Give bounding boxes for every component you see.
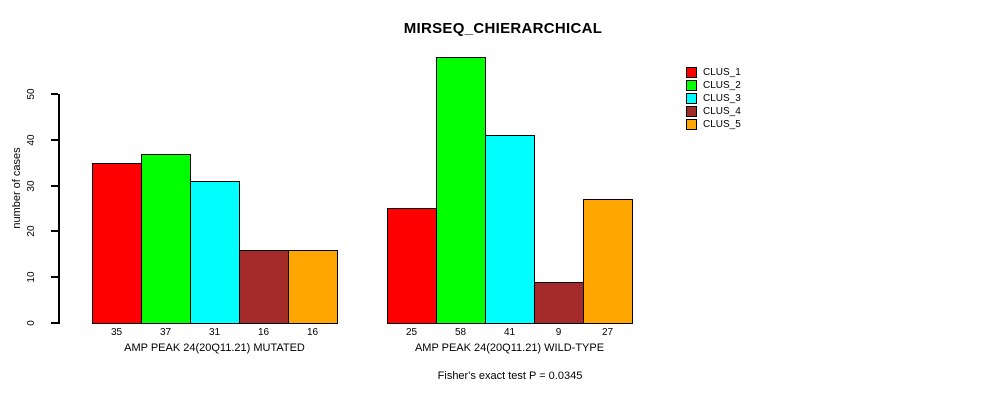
legend-color-swatch	[686, 67, 697, 78]
legend-item-clus_2: CLUS_2	[686, 79, 741, 92]
y-axis-label: number of cases	[11, 147, 23, 229]
bar-value-label: 16	[306, 327, 319, 338]
y-tick-label: 0	[26, 320, 37, 326]
bar-value-label: 31	[208, 327, 221, 338]
y-tick-mark	[51, 138, 58, 141]
legend-item-clus_1: CLUS_1	[686, 66, 741, 79]
bar-clus_5-group2	[583, 199, 633, 324]
bar-clus_1-group2	[387, 208, 437, 324]
legend-item-label: CLUS_4	[703, 106, 741, 117]
legend-item-label: CLUS_3	[703, 93, 741, 104]
bar-clus_2-group1	[141, 154, 191, 324]
bar-clus_5-group1	[288, 250, 338, 324]
legend-color-swatch	[686, 119, 697, 130]
bar-clus_4-group2	[534, 282, 584, 324]
bar-value-label: 37	[159, 327, 172, 338]
bar-value-label: 27	[601, 327, 614, 338]
bar-clus_3-group2	[485, 135, 535, 324]
legend-item-label: CLUS_5	[703, 119, 741, 130]
bar-clus_2-group2	[436, 57, 486, 324]
chart-title: MIRSEQ_CHIERARCHICAL	[403, 20, 603, 37]
legend-color-swatch	[686, 80, 697, 91]
bar-value-label: 16	[257, 327, 270, 338]
x-group-label: AMP PEAK 24(20Q11.21) WILD-TYPE	[414, 342, 605, 354]
legend-color-swatch	[686, 93, 697, 104]
legend-color-swatch	[686, 106, 697, 117]
y-tick-mark	[51, 184, 58, 187]
y-tick-label: 50	[26, 88, 37, 100]
bar-clus_3-group1	[190, 181, 240, 324]
y-tick-mark	[51, 322, 58, 324]
y-tick-mark	[51, 230, 58, 233]
legend-item-clus_3: CLUS_3	[686, 92, 741, 105]
bar-value-label: 58	[454, 327, 467, 338]
legend-item-clus_4: CLUS_4	[686, 105, 741, 118]
y-axis-line	[58, 94, 60, 324]
x-group-label: AMP PEAK 24(20Q11.21) MUTATED	[124, 342, 305, 354]
legend-item-clus_5: CLUS_5	[686, 118, 741, 131]
bar-value-label: 41	[503, 327, 516, 338]
y-tick-label: 40	[26, 134, 37, 146]
bar-clus_1-group1	[92, 163, 142, 324]
bar-value-label: 9	[555, 327, 562, 338]
y-tick-label: 20	[26, 225, 37, 237]
bar-value-label: 35	[110, 327, 123, 338]
bar-value-label: 25	[405, 327, 418, 338]
legend-item-label: CLUS_1	[703, 67, 741, 78]
bar-clus_4-group1	[239, 250, 289, 324]
y-tick-label: 30	[26, 180, 37, 192]
y-tick-mark	[51, 276, 58, 279]
legend: CLUS_1 CLUS_2 CLUS_3 CLUS_4 CLUS_5	[686, 66, 741, 131]
legend-item-label: CLUS_2	[703, 80, 741, 91]
annotation-text: Fisher's exact test P = 0.0345	[437, 370, 583, 382]
y-tick-mark	[51, 93, 58, 95]
y-tick-label: 10	[26, 271, 37, 283]
